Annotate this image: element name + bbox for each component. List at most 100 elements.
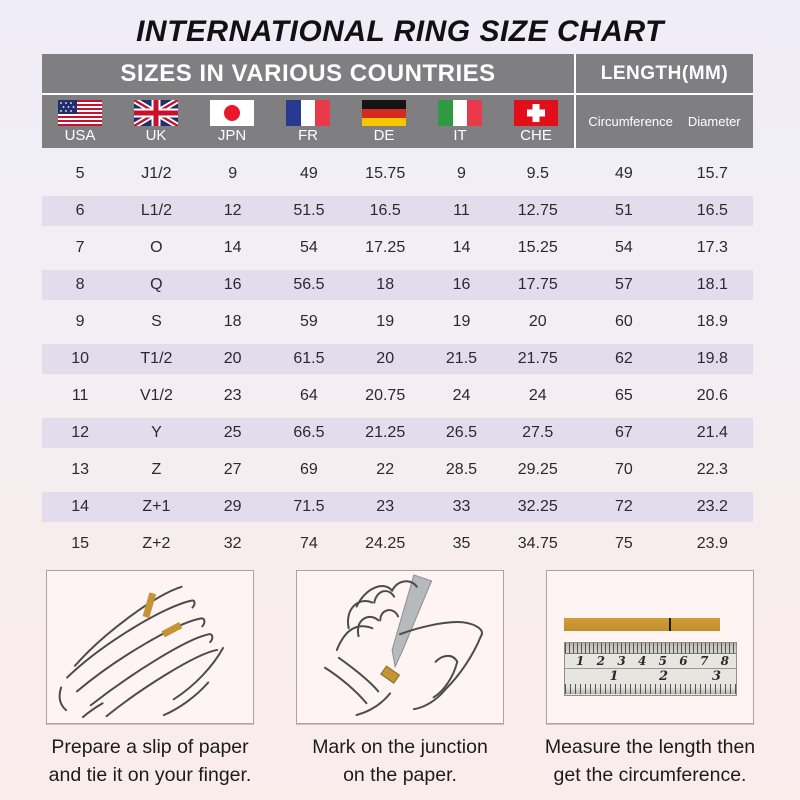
table-row: 14 Z+1 29 71.5 23 33 32.25 72 23.2: [42, 492, 753, 522]
table-cell: 20: [376, 350, 395, 367]
table-cell: 34.75: [517, 535, 558, 552]
measuring-instructions: Prepare a slip of paper and tie it on yo…: [46, 570, 756, 789]
table-cell: 23: [223, 387, 242, 404]
table-cell: 26.5: [445, 424, 478, 441]
ruler-inch-numbers: 1 2 3: [565, 669, 736, 684]
ruler-cm-number: 8: [720, 654, 729, 668]
japan-flag-icon: [210, 100, 254, 126]
flags-row: USA UK: [42, 95, 574, 148]
column-header-usa: USA: [42, 100, 118, 143]
table-cell: 27: [223, 461, 242, 478]
table-cell: 16: [223, 276, 242, 293]
column-header-fr: FR: [270, 100, 346, 143]
hand-sketch-icon: [58, 585, 225, 719]
table-cell: 24: [528, 387, 547, 404]
table-cell: 49: [614, 165, 633, 182]
table-cell: 18.9: [696, 313, 728, 330]
table-cell: 21.25: [365, 424, 406, 441]
table-cell: 74: [300, 535, 318, 552]
table-cell: 12.75: [517, 202, 558, 219]
ruler-cm-number: 7: [699, 654, 709, 668]
ruler-cm-number: 2: [596, 654, 606, 668]
ruler-inch-number: 1: [609, 669, 619, 684]
table-cell: 75: [614, 535, 633, 552]
column-header-jpn: JPN: [194, 100, 270, 143]
table-cell: 8: [75, 276, 85, 293]
instruction-step-1: Prepare a slip of paper and tie it on yo…: [46, 570, 254, 789]
table-cell: 15.7: [696, 165, 728, 182]
ruler-inch-number: 2: [659, 669, 669, 684]
caption-line: Measure the length then: [544, 736, 756, 758]
ruler-cm-number: 6: [679, 654, 688, 668]
table-cell: 72: [614, 498, 633, 515]
table-cell: 9.5: [526, 165, 549, 182]
italy-flag-icon: [438, 100, 482, 126]
table-cell: 13: [71, 461, 90, 478]
table-cell: J1/2: [141, 165, 172, 182]
table-cell: 70: [614, 461, 633, 478]
table-cell: 49: [300, 165, 318, 182]
table-cell: 65: [614, 387, 633, 404]
table-cell: 25: [223, 424, 242, 441]
switzerland-flag-icon: [514, 100, 558, 126]
table-cell: 7: [75, 239, 85, 256]
ring-size-table: SIZES IN VARIOUS COUNTRIES: [42, 54, 753, 559]
table-cell: 17.25: [365, 239, 406, 256]
table-cell: S: [151, 313, 162, 330]
column-label-fr: FR: [298, 127, 318, 144]
caption-line: Mark on the junction: [312, 736, 488, 758]
table-cell: 66.5: [293, 424, 325, 441]
column-label-uk: UK: [145, 127, 167, 144]
ink-mark: [669, 618, 671, 631]
table-cell: 15: [71, 535, 90, 552]
table-cell: 18: [376, 276, 395, 293]
table-cell: Z+2: [142, 535, 171, 552]
table-row: 8 Q 16 56.5 18 16 17.75 57 18.1: [42, 270, 753, 300]
table-cell: 67: [614, 424, 633, 441]
table-cell: 11: [71, 387, 89, 404]
table-cell: 16.5: [696, 202, 728, 219]
mark-junction-illustration: [296, 570, 504, 724]
hand-with-paper-slip-illustration: [46, 570, 254, 724]
instruction-caption-2: Mark on the junction on the paper.: [312, 733, 488, 789]
table-cell: 15.75: [365, 165, 406, 182]
length-header-group: LENGTH(MM) Circumference Diameter: [576, 54, 753, 148]
table-cell: 64: [300, 387, 318, 404]
germany-flag-icon: [362, 100, 406, 126]
table-cell: 69: [300, 461, 318, 478]
table-cell: Z+1: [142, 498, 171, 515]
table-cell: 16.5: [369, 202, 401, 219]
table-row: 10 T1/2 20 61.5 20 21.5 21.75 62 19.8: [42, 344, 753, 374]
usa-flag-icon: [58, 100, 102, 126]
column-label-jpn: JPN: [217, 127, 247, 144]
caption-line: on the paper.: [343, 764, 457, 786]
table-cell: 32: [223, 535, 242, 552]
page-title: INTERNATIONAL RING SIZE CHART: [136, 15, 664, 48]
table-cell: L1/2: [140, 202, 172, 219]
table-cell: 10: [71, 350, 90, 367]
table-cell: O: [150, 239, 163, 256]
table-row: 7 O 14 54 17.25 14 15.25 54 17.3: [42, 233, 753, 263]
table-cell: 9: [457, 165, 466, 182]
table-cell: 56.5: [293, 276, 325, 293]
table-cell: 57: [614, 276, 633, 293]
paper-strip: [564, 618, 720, 631]
table-cell: T1/2: [140, 350, 173, 367]
france-flag-icon: [286, 100, 330, 126]
table-cell: 6: [75, 202, 85, 219]
column-header-uk: UK: [118, 100, 194, 143]
length-header-label: LENGTH(MM): [576, 54, 753, 95]
table-row: 13 Z 27 69 22 28.5 29.25 70 22.3: [42, 455, 753, 485]
table-cell: 23.2: [696, 498, 728, 515]
table-cell: 23: [376, 498, 395, 515]
table-header: SIZES IN VARIOUS COUNTRIES: [42, 54, 753, 148]
column-label-usa: USA: [64, 127, 96, 144]
table-cell: 27.5: [522, 424, 554, 441]
ruler-cm-number: 4: [637, 654, 647, 668]
table-cell: 19.8: [696, 350, 728, 367]
table-cell: 19: [452, 313, 471, 330]
table-cell: 51.5: [293, 202, 325, 219]
column-label-it: IT: [453, 127, 467, 144]
